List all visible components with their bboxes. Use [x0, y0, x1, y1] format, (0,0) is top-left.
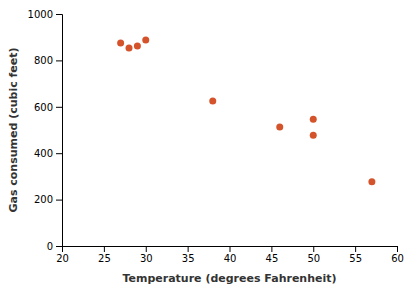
x-axis-title: Temperature (degrees Fahrenheit) [122, 272, 336, 285]
tick: 1000 [28, 9, 62, 20]
tick: 40 [224, 246, 237, 264]
tick: 25 [98, 246, 111, 264]
tick-mark [355, 246, 356, 252]
tick-label: 600 [34, 102, 53, 113]
tick-label: 25 [98, 253, 111, 264]
tick-mark [313, 246, 314, 252]
tick-mark [230, 246, 231, 252]
point [126, 45, 133, 52]
tick: 200 [34, 194, 62, 205]
tick-mark [397, 246, 398, 252]
tick: 800 [34, 55, 62, 66]
point [310, 132, 317, 139]
point [276, 123, 283, 130]
point [142, 36, 149, 43]
tick-label: 35 [182, 253, 195, 264]
tick: 400 [34, 148, 62, 159]
tick-mark [56, 60, 62, 61]
y-axis-title: Gas consumed (cubic feet) [7, 47, 20, 212]
tick-mark [56, 107, 62, 108]
point [310, 116, 317, 123]
x-axis: 20 25 30 35 40 45 50 55 60 [56, 246, 404, 264]
tick-label: 1000 [28, 9, 53, 20]
tick-label: 800 [34, 55, 53, 66]
tick: 50 [307, 246, 320, 264]
tick: 45 [266, 246, 279, 264]
tick-label: 20 [56, 253, 69, 264]
point [368, 178, 375, 185]
tick-label: 400 [34, 148, 53, 159]
tick-mark [271, 246, 272, 252]
tick-label: 40 [224, 253, 237, 264]
tick-label: 50 [307, 253, 320, 264]
tick: 55 [349, 246, 362, 264]
chart: 20253035404550556002004006008001000Tempe… [0, 0, 413, 292]
tick: 35 [182, 246, 195, 264]
tick: 0 [47, 241, 62, 252]
tick: 20 [56, 246, 69, 264]
tick: 30 [140, 246, 153, 264]
axis-line [63, 247, 398, 253]
tick-mark [146, 246, 147, 252]
tick-mark [56, 246, 62, 247]
axis-line [56, 15, 63, 247]
plot: 20253035404550556002004006008001000 [28, 9, 404, 264]
tick-label: 55 [349, 253, 362, 264]
tick: 60 [391, 246, 404, 264]
tick-mark [56, 14, 62, 15]
point [117, 40, 124, 47]
point [209, 98, 216, 105]
tick-label: 200 [34, 194, 53, 205]
points [117, 36, 375, 185]
tick-label: 0 [47, 241, 53, 252]
y-axis: 0 200 400 600 800 1000 [28, 9, 63, 252]
tick-mark [104, 246, 105, 252]
tick-label: 45 [266, 253, 279, 264]
tick: 600 [34, 102, 62, 113]
point [134, 43, 141, 50]
tick-mark [188, 246, 189, 252]
tick-mark [56, 200, 62, 201]
tick-label: 30 [140, 253, 153, 264]
tick-mark [56, 153, 62, 154]
tick-label: 60 [391, 253, 404, 264]
